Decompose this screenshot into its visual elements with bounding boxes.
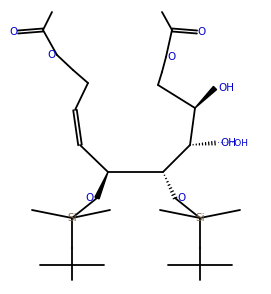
Text: O: O (198, 27, 206, 37)
Text: O: O (9, 27, 17, 37)
Text: O: O (167, 52, 175, 62)
Polygon shape (195, 86, 217, 108)
Text: OH: OH (218, 83, 234, 93)
Text: Si: Si (195, 213, 205, 223)
Text: O: O (178, 193, 186, 203)
Text: O: O (86, 193, 94, 203)
Text: O: O (48, 50, 56, 60)
Polygon shape (95, 172, 108, 199)
Text: ‧‧‧‧‧‧OH: ‧‧‧‧‧‧OH (217, 138, 248, 148)
Text: OH: OH (220, 138, 236, 148)
Text: Si: Si (67, 213, 77, 223)
